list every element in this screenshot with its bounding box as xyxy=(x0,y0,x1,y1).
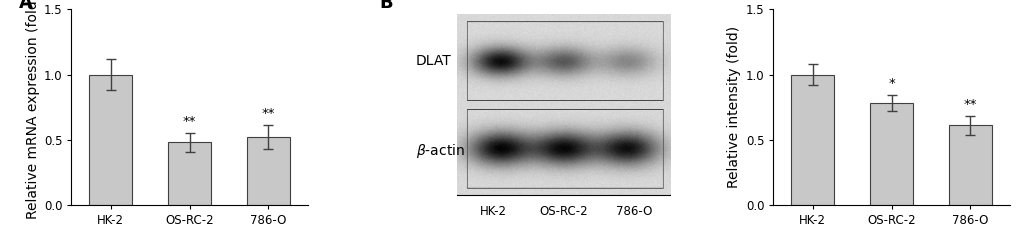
Bar xyxy=(168,142,211,205)
Text: *: * xyxy=(888,77,894,90)
Text: DLAT: DLAT xyxy=(416,54,451,68)
Bar xyxy=(869,103,912,205)
Text: **: ** xyxy=(262,107,275,120)
Y-axis label: Relative mRNA expression (fold): Relative mRNA expression (fold) xyxy=(25,0,40,219)
Bar xyxy=(948,125,991,205)
Text: OS-RC-2: OS-RC-2 xyxy=(539,205,588,218)
Text: 786-O: 786-O xyxy=(615,205,652,218)
Bar xyxy=(247,137,289,205)
Text: **: ** xyxy=(963,98,976,111)
Text: A: A xyxy=(19,0,34,12)
Bar xyxy=(791,75,834,205)
Bar xyxy=(89,75,132,205)
Text: HK-2: HK-2 xyxy=(480,205,506,218)
Y-axis label: Relative intensity (fold): Relative intensity (fold) xyxy=(727,26,741,188)
Text: $\beta$-actin: $\beta$-actin xyxy=(416,142,465,160)
Text: B: B xyxy=(379,0,392,12)
Text: **: ** xyxy=(182,115,197,128)
